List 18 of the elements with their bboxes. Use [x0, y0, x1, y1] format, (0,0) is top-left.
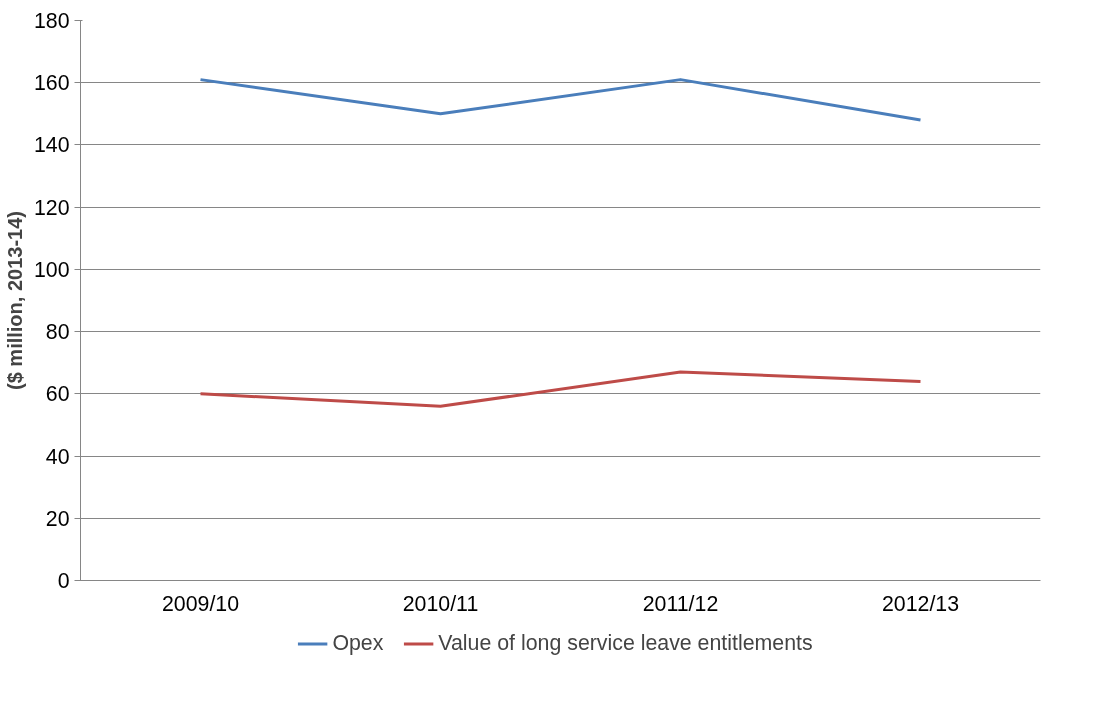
y-tick-label: 60: [45, 382, 70, 407]
line-series: [199, 370, 922, 408]
y-tick-label: 180: [33, 9, 70, 33]
y-tick-label: 160: [33, 71, 70, 96]
x-tick-label: 2010/11: [402, 591, 479, 616]
y-tick-label: 20: [45, 506, 70, 531]
y-tick-label: 140: [33, 133, 70, 158]
y-tick-label: 40: [45, 444, 70, 469]
legend-label: Opex: [332, 630, 384, 656]
y-tick-label: 80: [45, 320, 70, 345]
x-tick-label: 2011/12: [642, 591, 719, 616]
y-tick-label: 120: [33, 195, 70, 220]
x-tick-label: 2012/13: [881, 591, 960, 616]
y-tick-label: 0: [57, 569, 70, 593]
x-tick-label: 2009/10: [161, 591, 240, 616]
y-axis-title: ($ million, 2013-14): [3, 211, 26, 390]
legend-label: Value of long service leave entitlements: [438, 630, 813, 656]
y-tick-label: 100: [33, 257, 70, 282]
